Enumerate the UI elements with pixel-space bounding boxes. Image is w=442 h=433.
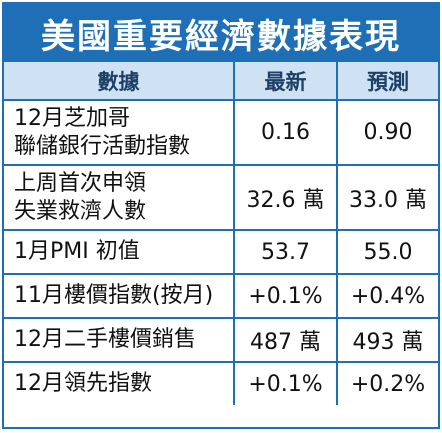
table-row: 12月領先指數 +0.1% +0.2% <box>4 362 438 405</box>
row-forecast: 33.0 萬 <box>336 165 438 231</box>
row-latest: 487 萬 <box>233 318 337 363</box>
economic-data-table: 數據 最新 預測 12月芝加哥 聯儲銀行活動指數 0.16 0.90 上周首次申… <box>4 62 438 405</box>
header-data: 數據 <box>4 62 234 101</box>
table-title: 美國重要經濟數據表現 <box>4 4 438 62</box>
table-row: 上周首次申領 失業救濟人數 32.6 萬 33.0 萬 <box>4 165 438 231</box>
row-label: 上周首次申領 失業救濟人數 <box>4 165 234 231</box>
row-latest: +0.1% <box>233 362 337 405</box>
row-latest: +0.1% <box>233 274 337 319</box>
row-latest: 53.7 <box>233 230 337 275</box>
row-label: 1月PMI 初值 <box>4 230 234 275</box>
table-row: 12月二手樓價銷售 487 萬 493 萬 <box>4 318 438 363</box>
table-row: 11月樓價指數(按月) +0.1% +0.4% <box>4 274 438 319</box>
header-row: 數據 最新 預測 <box>4 62 438 101</box>
row-latest: 32.6 萬 <box>233 165 337 231</box>
data-table-panel: 美國重要經濟數據表現 數據 最新 預測 12月芝加哥 聯儲銀行活動指數 0.16… <box>2 2 440 429</box>
row-label: 12月二手樓價銷售 <box>4 318 234 363</box>
table-row: 12月芝加哥 聯儲銀行活動指數 0.16 0.90 <box>4 100 438 166</box>
row-forecast: 0.90 <box>336 100 438 166</box>
row-label: 12月領先指數 <box>14 371 152 396</box>
table-row: 1月PMI 初值 53.7 55.0 <box>4 230 438 275</box>
row-forecast: 55.0 <box>336 230 438 275</box>
row-label: 12月芝加哥 聯儲銀行活動指數 <box>4 100 234 166</box>
row-label: 11月樓價指數(按月) <box>4 274 234 319</box>
header-latest: 最新 <box>233 62 337 101</box>
row-forecast: +0.2% <box>336 362 438 405</box>
row-forecast: +0.4% <box>336 274 438 319</box>
row-forecast: 493 萬 <box>336 318 438 363</box>
header-forecast: 預測 <box>336 62 438 101</box>
row-latest: 0.16 <box>233 100 337 166</box>
